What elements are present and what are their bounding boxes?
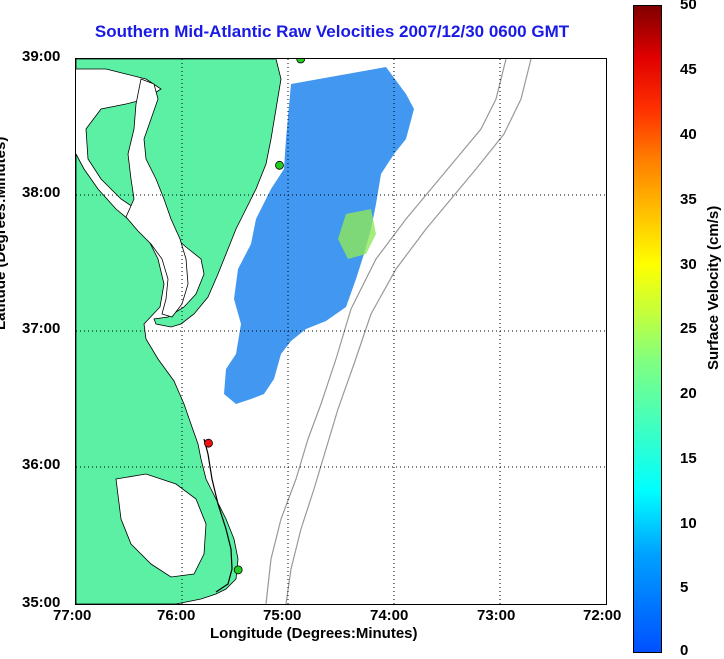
x-tick-74: 74:00 <box>370 607 409 624</box>
land-outer-banks <box>203 438 233 593</box>
station-marker-2 <box>275 160 284 170</box>
y-tick-37: 37:00 <box>22 320 61 337</box>
bathymetry-contour-2 <box>285 59 532 604</box>
colorbar-tick-25: 25 <box>680 320 697 337</box>
station-marker-3 <box>204 438 213 448</box>
x-tick-77: 77:00 <box>53 607 92 624</box>
colorbar-tick-5: 5 <box>680 579 689 596</box>
colorbar-tick-35: 35 <box>680 191 697 208</box>
y-tick-36: 36:00 <box>22 456 61 473</box>
x-axis-label: Longitude (Degrees:Minutes) <box>210 625 418 642</box>
x-tick-72: 72:00 <box>583 607 622 624</box>
colorbar <box>633 5 662 653</box>
grid-lines <box>76 59 606 604</box>
colorbar-tick-45: 45 <box>680 61 697 78</box>
colorbar-tick-40: 40 <box>680 126 697 143</box>
x-tick-76: 76:00 <box>157 607 196 624</box>
colorbar-tick-10: 10 <box>680 515 697 532</box>
y-tick-38: 38:00 <box>22 184 61 201</box>
chart-title: Southern Mid-Atlantic Raw Velocities 200… <box>94 22 570 41</box>
colorbar-tick-30: 30 <box>680 256 697 273</box>
velocity-field-region <box>224 67 414 404</box>
sound <box>115 473 207 578</box>
colorbar-tick-0: 0 <box>680 642 689 659</box>
velocity-field-highlight <box>338 209 376 259</box>
station-marker-4 <box>233 565 243 575</box>
y-axis-label: Latitude (Degrees:Minutes) <box>0 136 9 330</box>
station-marker-1 <box>296 59 306 64</box>
station-markers <box>204 59 306 575</box>
map-svg <box>76 59 606 604</box>
map-plot-area <box>75 58 607 605</box>
colorbar-tick-50: 50 <box>680 0 697 13</box>
colorbar-tick-20: 20 <box>680 385 697 402</box>
colorbar-label: Surface Velocity (cm/s) <box>705 205 722 370</box>
colorbar-tick-15: 15 <box>680 450 697 467</box>
bathymetry-contour-1 <box>265 59 507 604</box>
y-tick-35: 35:00 <box>22 594 61 611</box>
y-tick-39: 39:00 <box>22 48 61 65</box>
x-tick-75: 75:00 <box>263 607 302 624</box>
x-tick-73: 73:00 <box>477 607 516 624</box>
chesapeake-bay <box>125 78 189 318</box>
